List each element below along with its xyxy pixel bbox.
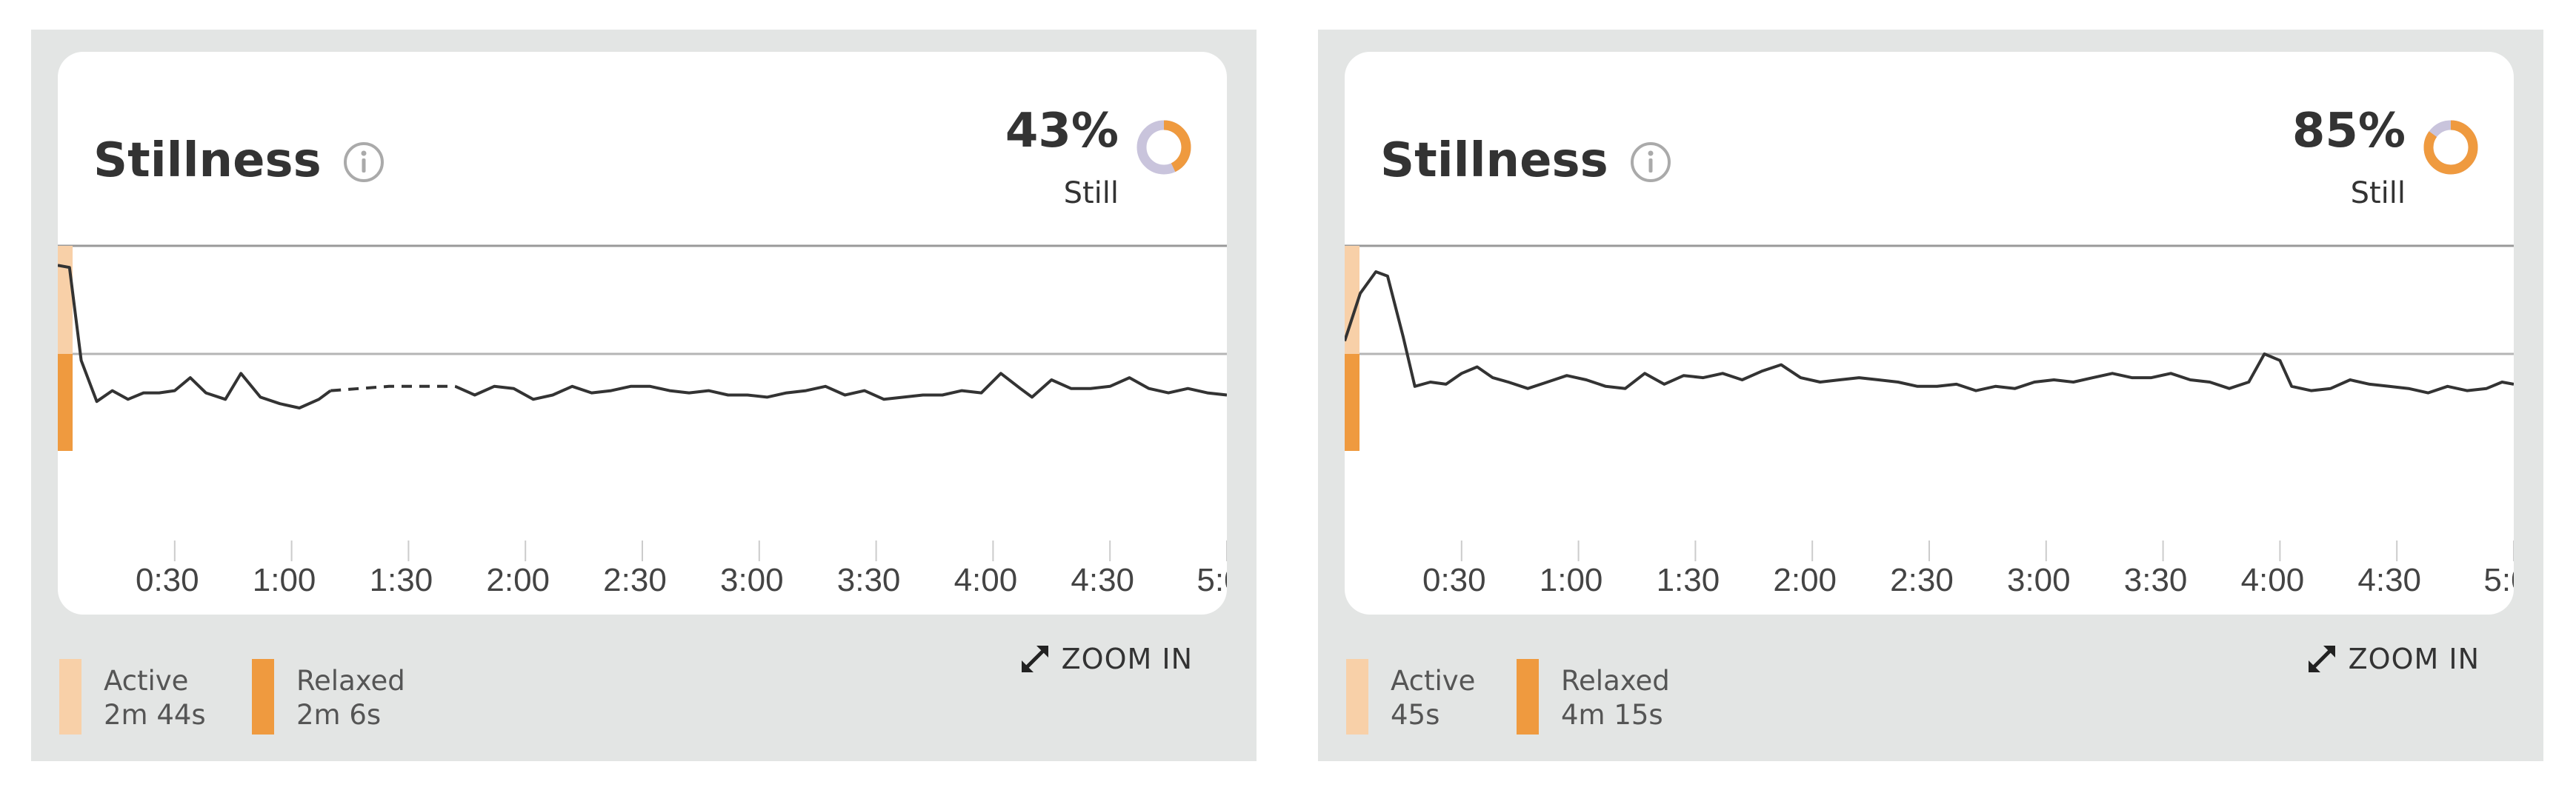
x-tick-label: 4:30: [1071, 562, 1134, 598]
active-swatch: [1346, 659, 1368, 735]
x-tick-label: 4:00: [954, 562, 1018, 598]
x-tick-label: 0:30: [136, 562, 199, 598]
x-tick-label: 1:30: [1657, 562, 1720, 598]
x-tick-label: 2:00: [486, 562, 550, 598]
x-tick-label: 3:00: [720, 562, 784, 598]
relaxed-label: Relaxed: [1561, 665, 1670, 697]
relaxed-swatch: [1517, 659, 1539, 735]
info-icon[interactable]: [342, 141, 385, 184]
x-tick-label: 5:0: [2483, 562, 2514, 598]
stillness-card: 0:301:001:302:002:303:003:304:004:305:0 …: [1345, 52, 2514, 615]
stillness-status: Still: [1063, 176, 1119, 210]
relaxed-value: 4m 15s: [1561, 699, 1663, 731]
zoom-in-label: ZOOM IN: [2348, 643, 2480, 675]
donut-fill: [2423, 120, 2478, 175]
zoom-in-button[interactable]: ZOOM IN: [2304, 637, 2480, 681]
active-value: 2m 44s: [104, 699, 206, 731]
active-label: Active: [1391, 665, 1476, 697]
expand-icon: [2308, 646, 2335, 672]
stillness-status: Still: [2350, 176, 2406, 210]
stillness-percent: 85%: [2292, 104, 2406, 158]
x-tick-label: 2:00: [1773, 562, 1837, 598]
stillness-percent: 43%: [1005, 104, 1119, 158]
active-zone-bar: [58, 246, 73, 354]
active-value: 45s: [1391, 699, 1440, 731]
stillness-donut-icon: [2423, 120, 2478, 175]
info-icon[interactable]: [1629, 141, 1672, 184]
relaxed-value: 2m 6s: [296, 699, 382, 731]
stillness-line: [1345, 270, 2514, 395]
stillness-panel: 0:301:001:302:002:303:003:304:004:305:0 …: [31, 30, 1257, 761]
x-tick-label: 1:00: [1540, 562, 1603, 598]
card-title: Stillness: [1380, 133, 1608, 188]
stillness-line-gap: [330, 384, 456, 392]
stillness-chart: 0:30 1:00 1:30 2:00 2:30 3:00 3:30 4:00 4:30 5:0: [58, 244, 1227, 598]
zoom-in-label: ZOOM IN: [1061, 643, 1193, 675]
x-tick-label: 4:30: [2357, 562, 2421, 598]
x-tick-label: 2:30: [603, 562, 667, 598]
stillness-chart: 0:30 1:00 1:30 2:00 2:30 3:00 3:30 4:00 4:30 5:0: [1345, 244, 2514, 598]
x-tick-label: 3:00: [2007, 562, 2071, 598]
x-tick-label: 2:30: [1890, 562, 1954, 598]
donut-fill: [1136, 120, 1191, 175]
zoom-in-button[interactable]: ZOOM IN: [1017, 637, 1193, 681]
x-tick-label: 1:30: [370, 562, 433, 598]
x-tick-label: 3:30: [2124, 562, 2188, 598]
relaxed-swatch: [252, 659, 274, 735]
stillness-card: 0:301:001:302:002:303:003:304:004:305:0 …: [58, 52, 1227, 615]
expand-icon: [1021, 646, 1048, 672]
stillness-line: [58, 264, 332, 409]
x-tick-label: 1:00: [253, 562, 316, 598]
x-tick-label: 3:30: [837, 562, 901, 598]
active-swatch: [59, 659, 81, 735]
stillness-panel: 0:301:001:302:002:303:003:304:004:305:0 …: [1318, 30, 2543, 761]
active-label: Active: [104, 665, 189, 697]
relaxed-zone-bar: [1345, 354, 1359, 451]
x-tick-label: 0:30: [1422, 562, 1486, 598]
card-title: Stillness: [93, 133, 322, 188]
x-tick-label: 4:00: [2241, 562, 2305, 598]
relaxed-zone-bar: [58, 354, 73, 451]
stillness-donut-icon: [1136, 120, 1191, 175]
relaxed-label: Relaxed: [296, 665, 405, 697]
x-tick-label: 5:0: [1197, 562, 1227, 598]
stillness-line: [454, 372, 1227, 401]
